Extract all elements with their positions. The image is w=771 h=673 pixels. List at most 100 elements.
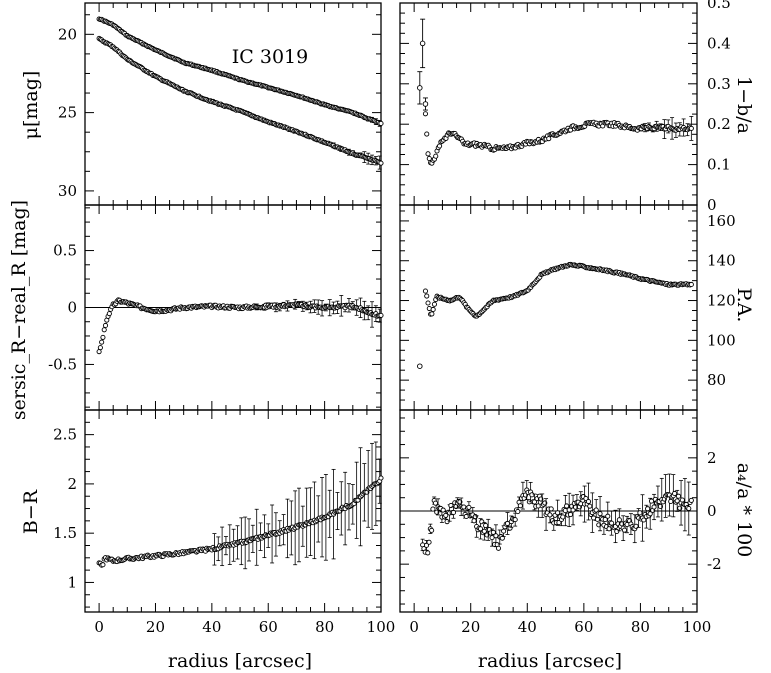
panel-a4: 0 20 40 60 80 100 -2 0 2 [399,409,722,636]
y-tick-label: 1.5 [53,524,77,542]
data-point [97,345,103,351]
data-point [378,120,384,126]
data-point [495,545,502,551]
data-point [637,510,643,516]
panel-frame [84,409,382,613]
series-pa-1 [417,363,423,369]
y-tick-label: 20 [58,25,77,43]
data-point [444,519,450,525]
y-tick-label: 0 [707,196,717,214]
data-point [633,523,639,529]
data-point [512,517,518,523]
x-tick-label: 100 [683,618,712,636]
y-tick-label: 120 [707,292,736,310]
left-xlabel: radius [arcsec] [168,650,312,672]
data-point [621,527,628,533]
y-tick-label: -0.5 [48,355,77,373]
data-point [429,311,435,317]
data-point [674,498,680,504]
data-point [641,517,647,523]
x-tick-label: 40 [518,618,537,636]
data-point [100,562,106,568]
y-tick-label: 1 [67,573,77,591]
data-point [529,492,535,498]
series-resid-0 [96,295,384,355]
data-point [440,507,446,513]
data-point [614,528,620,535]
data-point [515,509,521,515]
data-point [479,519,485,525]
data-point [417,363,423,369]
panel-ellip: 0 0.1 0.2 0.3 0.4 0.5 [399,0,731,214]
x-tick-label: 20 [461,618,480,636]
data-point [499,535,505,541]
panel-mu: 20 25 30 [58,2,384,206]
data-point [605,513,611,519]
x-tick-label: 80 [315,618,334,636]
data-point [422,101,429,107]
data-point [431,301,437,307]
data-point [504,520,511,527]
data-point [423,542,430,548]
x-tick-label: 60 [259,618,278,636]
data-point [560,514,566,520]
y-tick-label: 0.3 [707,75,731,93]
ylabel-color: B−R [20,489,42,534]
data-point [437,143,443,149]
y-tick-label: 160 [707,212,736,230]
data-point [679,497,685,503]
y-tick-label: 140 [707,252,736,270]
data-point [593,507,599,513]
data-point [443,512,449,518]
data-point [378,475,384,481]
data-point [668,498,674,505]
series-color-0 [96,441,384,570]
series-a4-0 [420,473,694,556]
y-tick-label: 0 [707,502,717,520]
panel-frame [84,2,382,206]
data-point [99,339,105,345]
x-tick-label: 20 [146,618,165,636]
y-tick-label: 2.5 [53,426,77,444]
data-point [517,503,523,509]
data-point [422,111,429,117]
panel-frame [399,204,698,411]
data-point [433,153,439,159]
data-point [426,539,432,545]
data-point [424,131,430,137]
data-point [430,506,436,512]
y-tick-label: 0.5 [53,242,77,260]
y-tick-label: 2 [67,475,77,493]
data-point [424,293,430,299]
series-ellip-0 [422,111,694,166]
y-tick-label: 0.5 [707,0,731,12]
data-point [419,40,426,47]
ylabel-pa: P.A. [733,288,755,323]
data-point [585,498,592,505]
x-tick-label: 40 [202,618,221,636]
y-tick-label: 0.2 [707,115,731,133]
ylabel-a4: a₄/a * 100 [733,463,755,558]
data-point [422,288,429,294]
data-point [490,529,496,535]
x-tick-label: 80 [631,618,650,636]
data-point [688,125,694,131]
data-point [531,499,538,505]
data-point [450,509,457,516]
data-point [672,490,678,497]
y-tick-label: 0.4 [707,34,731,52]
data-point [425,300,431,306]
series-mu-1 [96,35,384,170]
ylabel-resid: sersic_R−real_R [mag] [8,200,30,420]
data-point [548,506,554,512]
x-tick-label: 0 [409,618,419,636]
panel-resid: -0.5 0 0.5 [48,204,384,411]
data-point [378,160,384,166]
data-point [555,510,561,516]
y-tick-label: 30 [58,182,77,200]
y-tick-label: 0 [67,299,77,317]
data-point [597,511,603,517]
data-point [688,497,694,503]
